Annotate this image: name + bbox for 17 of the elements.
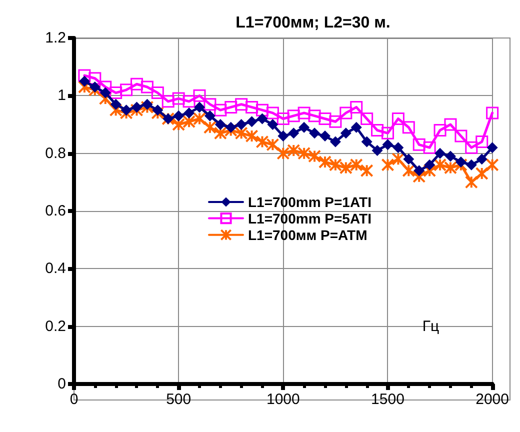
y-tick-label: 0.6 xyxy=(45,202,66,220)
x-tick-label: 2000 xyxy=(476,391,510,408)
y-tick-label: 0.4 xyxy=(45,260,66,278)
y-tick-label: 1.2 xyxy=(45,30,66,46)
x-tick-label: 500 xyxy=(166,391,192,408)
x-tick-label: 1000 xyxy=(266,391,300,408)
chart-title: L1=700мм; L2=30 м. xyxy=(236,14,390,32)
legend-label: L1=700mm P=5ATI xyxy=(248,210,372,226)
y-tick-label: 0 xyxy=(58,376,66,392)
x-tick-label: 0 xyxy=(70,391,78,408)
y-tick-label: 1 xyxy=(58,87,66,104)
legend-label: L1=700mm P=1ATI xyxy=(248,194,372,210)
x-tick-label: 1500 xyxy=(371,391,404,408)
legend-label: L1=700мм P=ATM xyxy=(248,226,368,243)
y-tick-label: 0.8 xyxy=(45,144,66,162)
y-tick-label: 0.2 xyxy=(45,318,66,335)
x-axis-title: Гц xyxy=(422,318,440,335)
